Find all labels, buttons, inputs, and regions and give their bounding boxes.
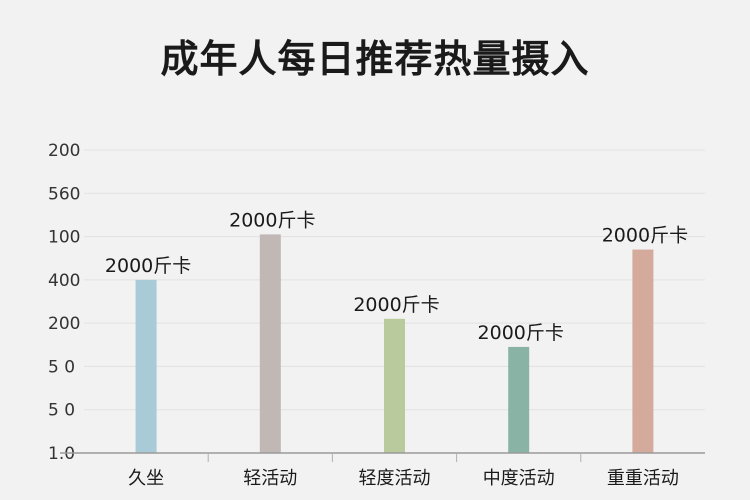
x-tick-label: 中度活动: [483, 468, 555, 489]
bar: [384, 318, 405, 453]
bar: [135, 279, 157, 453]
data-label: 2000斤卡: [602, 225, 688, 247]
y-tick-label: 1.0: [48, 444, 75, 464]
x-tick-label: 久坐: [128, 468, 164, 489]
x-axis: 久坐 轻活动 轻度活动 中度活动 重重活动: [60, 452, 705, 489]
data-label: 2000斤卡: [353, 294, 439, 316]
data-label: 2000斤卡: [229, 209, 315, 231]
bars: [135, 234, 654, 453]
bar: [259, 234, 281, 453]
bar: [508, 346, 530, 453]
y-tick-label: 5 0: [48, 401, 75, 421]
bar: [632, 249, 654, 453]
data-labels: 2000斤卡 2000斤卡 2000斤卡 2000斤卡 2000斤卡: [105, 209, 688, 344]
y-tick-label: 560: [48, 184, 80, 204]
chart-title: 成年人每日推荐热量摄入: [160, 37, 590, 81]
x-tick-label: 重重活动: [607, 468, 679, 489]
y-tick-label: 200: [48, 314, 80, 334]
data-label: 2000斤卡: [478, 322, 564, 344]
y-tick-label: 100: [48, 228, 80, 248]
y-tick-label: 400: [48, 271, 80, 291]
y-tick-label: 200: [48, 141, 80, 161]
x-tick-label: 轻度活动: [359, 468, 431, 489]
data-label: 2000斤卡: [105, 255, 191, 277]
x-tick-label: 轻活动: [243, 468, 297, 489]
y-tick-label: 5 0: [48, 357, 75, 377]
y-axis-ticks: 1.0 5 0 5 0 200 400 100 560 200: [48, 141, 80, 464]
